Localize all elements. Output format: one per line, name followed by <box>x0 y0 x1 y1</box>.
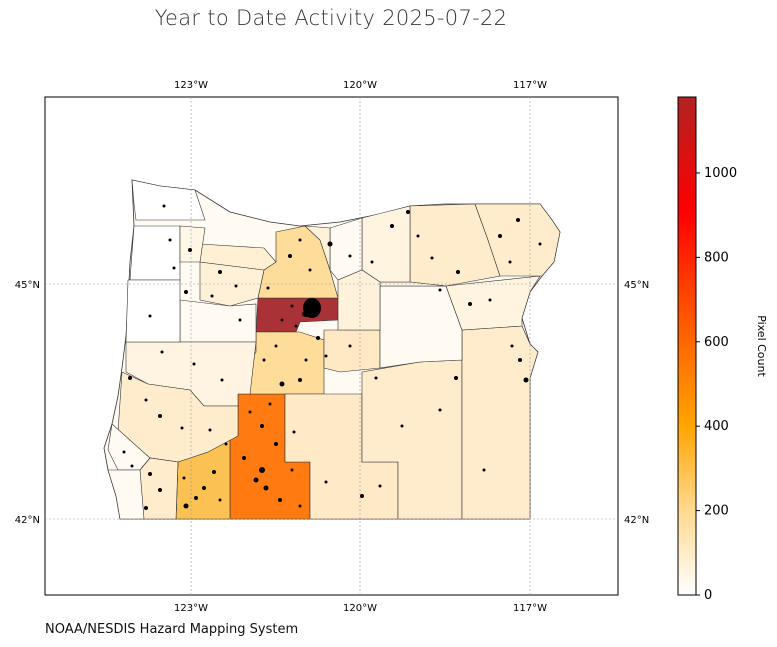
county-malheur <box>461 325 539 520</box>
lat-tick-right-1: 45°N <box>624 280 649 291</box>
map-area <box>45 97 618 595</box>
county-washington <box>179 225 206 263</box>
map-gridlines <box>45 97 618 595</box>
colorbar-tick-label: 0 <box>704 588 712 603</box>
lat-tick-left-1: 45°N <box>15 280 40 291</box>
colorbar-tick-label: 600 <box>704 335 729 350</box>
fire-pixel-dots <box>122 204 542 510</box>
county-grant <box>379 285 463 369</box>
county-gilliam <box>329 217 363 281</box>
colorbar-ticks: 0 200 400 600 800 1000 <box>696 166 737 603</box>
lon-tick-bottom-2: 120°W <box>343 603 377 614</box>
lon-tick-top-1: 123°W <box>174 80 208 91</box>
lon-tick-top-3: 117°W <box>513 80 547 91</box>
colorbar-tick-label: 1000 <box>704 166 737 181</box>
lon-tick-bottom-1: 123°W <box>174 603 208 614</box>
colorbar-label: Pixel Count <box>755 315 768 377</box>
county-wheeler <box>337 269 381 331</box>
county-wallowa <box>474 203 561 277</box>
county-morrow <box>361 205 411 283</box>
chart-title: Year to Date Activity 2025-07-22 <box>154 6 508 30</box>
county-clatsop <box>131 179 206 221</box>
lon-tick-bottom-3: 117°W <box>513 603 547 614</box>
colorbar <box>677 96 697 596</box>
lat-tick-left-2: 42°N <box>15 515 40 526</box>
county-deschutes <box>247 331 325 395</box>
county-sherman <box>304 225 331 271</box>
colorbar-tick-label: 400 <box>704 419 729 434</box>
colorbar-tick-label: 800 <box>704 250 729 265</box>
county-crook <box>323 329 381 373</box>
credit-text: NOAA/NESDIS Hazard Mapping System <box>45 622 299 637</box>
lat-tick-right-2: 42°N <box>624 515 649 526</box>
county-lincoln <box>125 279 181 343</box>
county-linn <box>179 299 257 343</box>
county-tillamook <box>129 225 181 281</box>
colorbar-tick-label: 200 <box>704 504 729 519</box>
lon-tick-top-2: 120°W <box>343 80 377 91</box>
